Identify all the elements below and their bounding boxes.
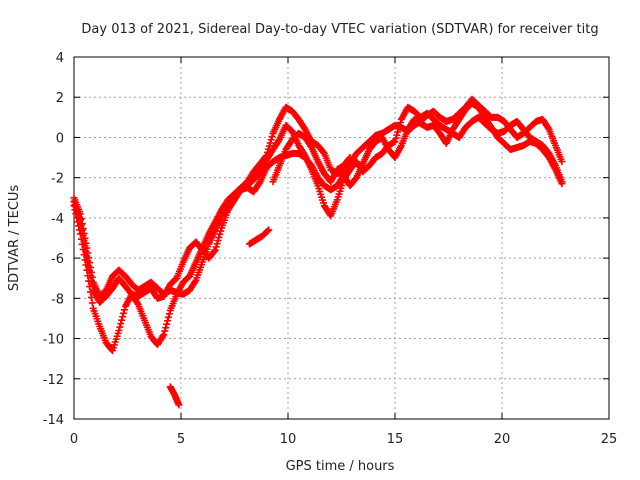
x-tick-label: 25: [601, 432, 618, 447]
data-point-marker: [211, 246, 219, 254]
chart-grid: [74, 57, 609, 419]
data-point-marker: [175, 401, 183, 409]
data-point-marker: [82, 261, 90, 269]
data-point-marker: [216, 230, 224, 238]
x-tick-label: 20: [494, 432, 511, 447]
chart-title: Day 013 of 2021, Sidereal Day-to-day VTE…: [81, 22, 598, 37]
data-point-marker: [161, 327, 169, 335]
data-point-marker: [345, 155, 353, 163]
data-point-marker: [262, 153, 270, 161]
series-trace-4: [269, 129, 354, 186]
data-point-marker: [267, 136, 275, 144]
data-point-marker: [162, 324, 170, 332]
axis-ticks: 0 5 10 15 20 25 -14 -12 -10 -8 -6 -4 -2 0 2 4: [43, 51, 618, 447]
y-tick-label: -12: [43, 373, 64, 388]
data-point-marker: [87, 293, 95, 301]
data-point-marker: [391, 137, 399, 145]
data-point-marker: [544, 124, 552, 132]
data-point-marker: [77, 235, 85, 243]
x-axis-label: GPS time / hours: [286, 459, 395, 474]
data-point-marker: [88, 299, 96, 307]
data-point-marker: [74, 218, 82, 226]
data-point-marker: [76, 230, 84, 238]
data-point-marker: [212, 243, 220, 251]
data-point-marker: [164, 317, 172, 325]
data-point-marker: [210, 247, 218, 255]
y-tick-label: -10: [43, 333, 64, 348]
data-point-marker: [120, 309, 128, 317]
y-tick-label: 2: [56, 91, 64, 106]
data-point-marker: [78, 240, 86, 248]
data-point-marker: [213, 240, 221, 248]
data-point-marker: [165, 310, 173, 318]
data-point-marker: [392, 134, 400, 142]
x-tick-label: 15: [387, 432, 404, 447]
data-point-marker: [264, 227, 272, 235]
data-point-marker: [393, 131, 401, 139]
data-point-marker: [116, 323, 124, 331]
data-point-marker: [70, 202, 78, 210]
data-point-marker: [118, 316, 126, 324]
x-tick-label: 10: [280, 432, 297, 447]
data-point-marker: [263, 152, 271, 160]
data-point-marker: [115, 327, 123, 335]
data-point-marker: [87, 288, 95, 296]
y-tick-label: 0: [56, 131, 64, 146]
series-trace-3: [70, 95, 566, 355]
data-point-marker: [264, 145, 272, 153]
data-point-marker: [83, 266, 91, 274]
data-point-marker: [215, 233, 223, 241]
data-point-marker: [81, 256, 89, 264]
x-tick-label: 5: [177, 432, 185, 447]
plot-frame: [73, 56, 610, 420]
data-point-marker: [159, 332, 167, 340]
series-trace-1: [70, 103, 566, 300]
data-point-marker: [71, 206, 79, 214]
data-point-marker: [558, 158, 566, 166]
y-tick-label: -2: [51, 172, 64, 187]
data-point-marker: [217, 227, 225, 235]
series-trace-2: [70, 99, 566, 306]
data-point-marker: [120, 306, 128, 314]
data-point-marker: [558, 180, 566, 188]
data-markers: [70, 95, 566, 409]
series-trace-5: [245, 226, 273, 248]
y-tick-label: -6: [51, 252, 64, 267]
data-point-marker: [266, 139, 274, 147]
data-point-marker: [133, 299, 141, 307]
data-point-marker: [79, 245, 87, 253]
data-point-marker: [164, 313, 172, 321]
data-point-marker: [86, 283, 94, 291]
data-point-marker: [264, 148, 272, 156]
data-point-marker: [76, 226, 84, 234]
data-point-marker: [73, 214, 81, 222]
y-tick-label: 4: [56, 51, 64, 66]
data-point-marker: [163, 320, 171, 328]
data-point-marker: [346, 154, 354, 162]
data-point-marker: [72, 210, 80, 218]
data-point-marker: [265, 142, 273, 150]
data-point-marker: [78, 220, 86, 228]
y-tick-label: -4: [51, 212, 64, 227]
y-tick-label: -8: [51, 292, 64, 307]
y-tick-label: -14: [43, 413, 64, 428]
data-point-marker: [84, 272, 92, 280]
x-tick-label: 0: [70, 432, 78, 447]
y-axis-label: SDTVAR / TECUs: [7, 185, 22, 292]
data-point-marker: [80, 251, 88, 259]
data-point-marker: [268, 133, 276, 141]
data-point-marker: [214, 237, 222, 245]
series-trace-6: [166, 383, 183, 409]
data-point-marker: [119, 313, 127, 321]
data-point-marker: [117, 320, 125, 328]
data-point-marker: [160, 331, 168, 339]
data-point-marker: [75, 222, 83, 230]
data-point-marker: [85, 277, 93, 285]
data-point-marker: [265, 226, 273, 234]
data-point-marker: [191, 278, 199, 286]
